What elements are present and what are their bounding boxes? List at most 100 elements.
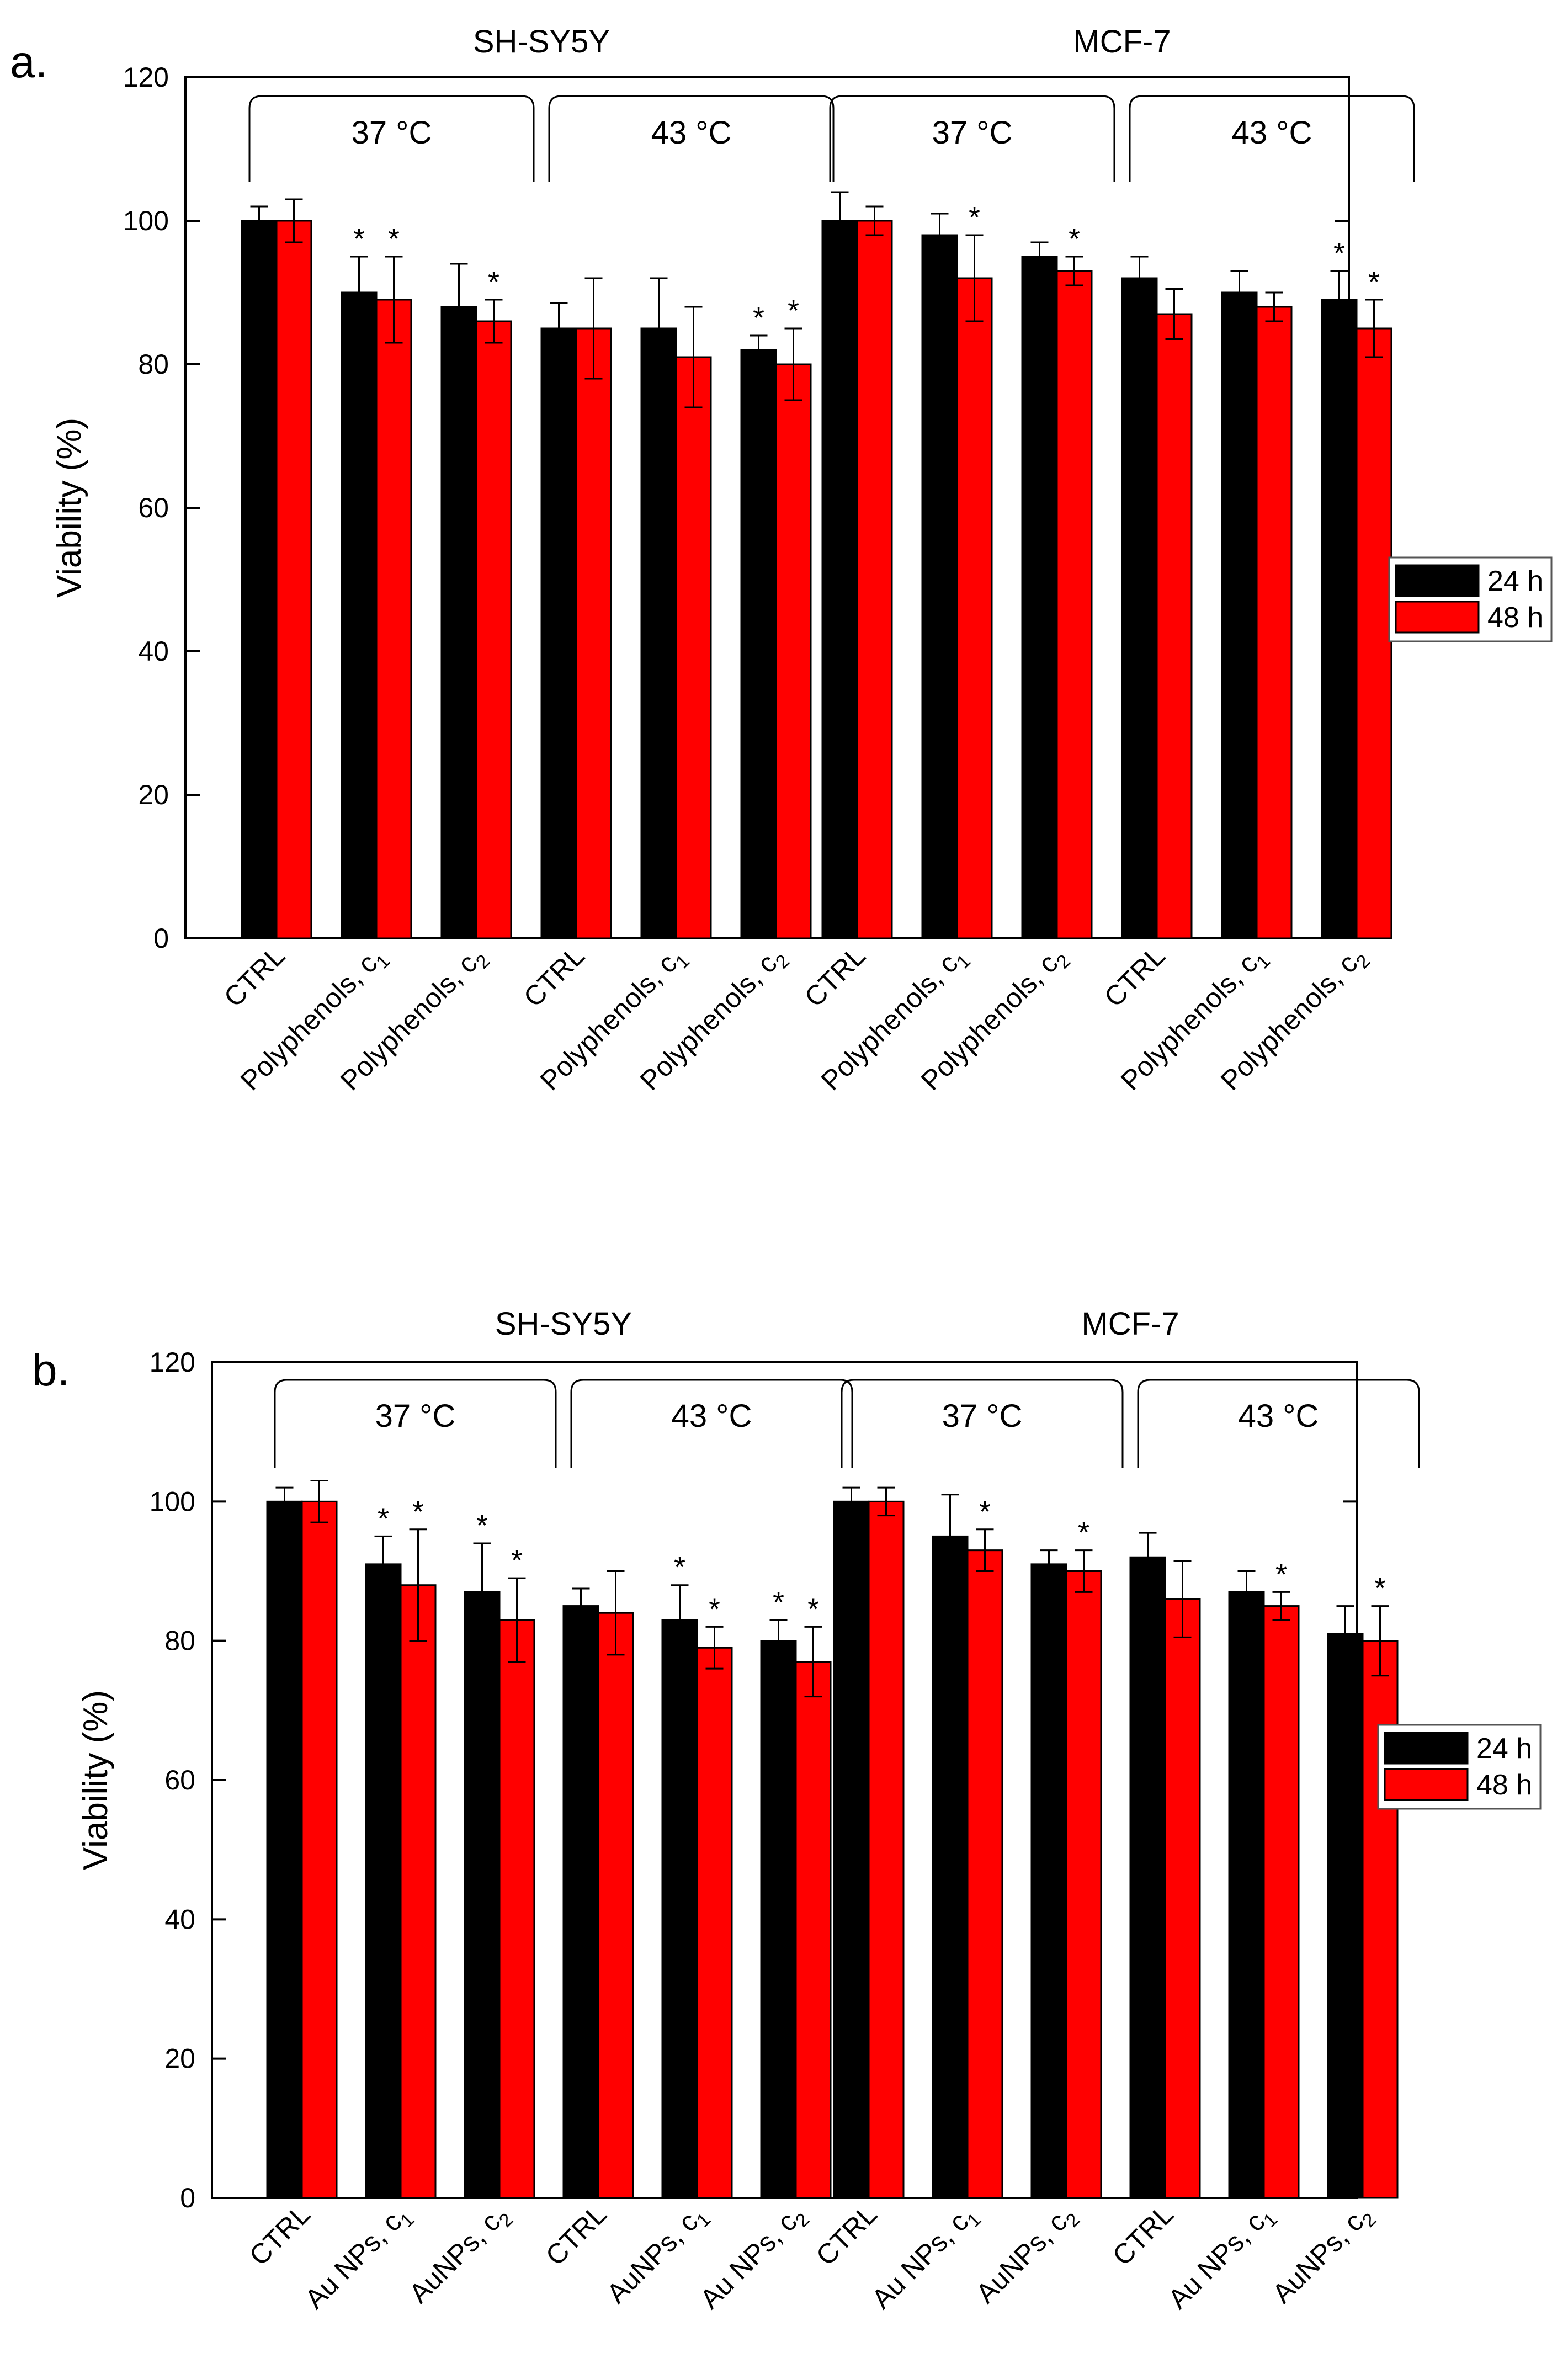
y-axis-label: Viability (%) — [50, 418, 88, 598]
y-tick-label: 40 — [138, 636, 169, 667]
temperature-bracket — [548, 95, 835, 182]
y-tick-label: 100 — [123, 205, 169, 236]
temperature-bracket — [841, 1379, 1124, 1468]
significance-mark: * — [412, 1495, 424, 1528]
bar — [301, 1500, 338, 2199]
legend-swatch — [1395, 601, 1480, 634]
bar — [440, 306, 477, 939]
bar — [1221, 291, 1258, 939]
bar — [956, 277, 993, 939]
y-tick-label: 60 — [138, 492, 169, 523]
temperature-label: 43 °C — [651, 115, 732, 151]
significance-mark: * — [674, 1551, 685, 1584]
bar — [275, 220, 312, 939]
bar — [365, 1563, 402, 2199]
temperature-label: 37 °C — [932, 115, 1013, 151]
panel-label: a. — [10, 37, 47, 87]
legend-label: 24 h — [1476, 1733, 1532, 1765]
bar — [821, 220, 858, 939]
significance-mark: * — [1275, 1558, 1287, 1591]
significance-mark: * — [388, 222, 400, 256]
bar — [966, 1549, 1003, 2199]
panel-label: b. — [32, 1345, 70, 1395]
bar — [1030, 1563, 1067, 2199]
legend-swatch — [1384, 1732, 1469, 1765]
bar — [1021, 256, 1058, 939]
temperature-label: 43 °C — [1232, 115, 1312, 151]
bar — [341, 291, 378, 939]
y-axis-label: Viability (%) — [77, 1690, 115, 1870]
temperature-bracket — [248, 95, 535, 182]
temperature-label: 37 °C — [942, 1398, 1023, 1434]
bar — [464, 1591, 501, 2199]
significance-mark: * — [807, 1592, 819, 1626]
temperature-label: 43 °C — [1239, 1398, 1319, 1434]
bar — [1121, 277, 1158, 939]
temperature-bracket — [829, 95, 1115, 182]
y-tick-label: 0 — [180, 2182, 195, 2213]
y-tick-label: 120 — [123, 62, 169, 93]
bar — [1156, 313, 1193, 939]
y-tick-label: 20 — [138, 779, 169, 810]
bar — [932, 1535, 969, 2199]
bar — [856, 220, 893, 939]
bar — [740, 349, 777, 939]
y-tick-label: 80 — [138, 349, 169, 380]
bar — [241, 220, 278, 939]
bar — [575, 327, 612, 939]
bar — [1056, 270, 1093, 939]
y-tick-label: 60 — [164, 1765, 195, 1796]
significance-mark: * — [488, 265, 499, 299]
bar — [833, 1500, 870, 2199]
bar — [1228, 1591, 1265, 2199]
significance-mark: * — [788, 294, 799, 327]
temperature-bracket — [274, 1379, 557, 1468]
legend: 24 h 48 h — [1377, 1724, 1542, 1810]
significance-mark: * — [378, 1502, 389, 1535]
significance-mark: * — [476, 1509, 488, 1542]
bar — [675, 356, 712, 939]
bar — [696, 1647, 733, 2199]
bar — [760, 1640, 797, 2199]
group-title: MCF-7 — [1081, 1306, 1179, 1342]
bar — [775, 363, 812, 939]
significance-mark: * — [753, 301, 764, 334]
bar — [1164, 1598, 1201, 2199]
group-title: SH-SY5Y — [473, 24, 610, 60]
significance-mark: * — [773, 1586, 784, 1619]
y-tick-label: 20 — [164, 2043, 195, 2074]
y-tick-label: 80 — [164, 1626, 195, 1656]
temperature-label: 43 °C — [672, 1398, 752, 1434]
y-tick-label: 0 — [153, 923, 169, 954]
group-title: MCF-7 — [1073, 24, 1171, 60]
bar — [1327, 1633, 1364, 2199]
temperature-label: 37 °C — [375, 1398, 456, 1434]
bar — [498, 1619, 535, 2199]
significance-mark: * — [1333, 237, 1345, 270]
temperature-bracket — [1137, 1379, 1420, 1468]
bar — [661, 1619, 698, 2199]
bar — [640, 327, 677, 939]
temperature-bracket — [570, 1379, 853, 1468]
temperature-bracket — [1129, 95, 1415, 182]
significance-mark: * — [1368, 265, 1380, 299]
legend-swatch — [1384, 1768, 1469, 1801]
bar — [795, 1661, 832, 2199]
bar — [1256, 306, 1293, 939]
significance-mark: * — [1078, 1516, 1089, 1549]
legend-label: 48 h — [1487, 602, 1543, 634]
temperature-label: 37 °C — [352, 115, 432, 151]
legend-swatch — [1395, 564, 1480, 597]
group-title: SH-SY5Y — [495, 1306, 632, 1342]
y-tick-label: 100 — [150, 1486, 195, 1517]
bar — [597, 1612, 634, 2199]
bar — [1356, 327, 1392, 939]
bar — [475, 320, 512, 939]
bar — [868, 1500, 905, 2199]
bar — [1321, 299, 1358, 939]
significance-mark: * — [709, 1592, 720, 1626]
significance-mark: * — [353, 222, 365, 256]
legend-label: 48 h — [1476, 1769, 1532, 1801]
bar — [266, 1500, 303, 2199]
